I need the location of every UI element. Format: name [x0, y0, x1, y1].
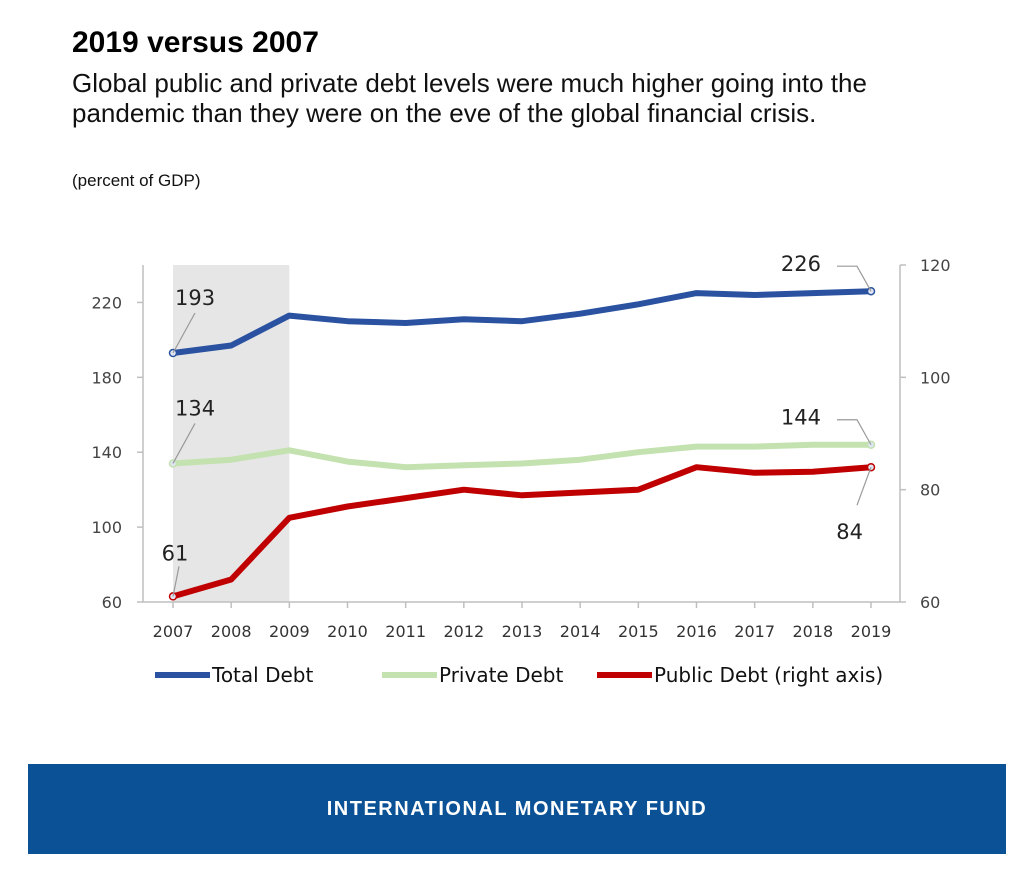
- right-axis-tick-label: 120: [920, 256, 951, 275]
- public-debt-right-axis-data-label: 61: [162, 541, 189, 565]
- x-axis-tick-label: 2018: [792, 622, 833, 641]
- left-axis-tick-label: 100: [91, 518, 122, 537]
- x-axis-tick-label: 2009: [269, 622, 310, 641]
- total-debt-data-label: 226: [781, 252, 821, 276]
- shaded-crisis-period: [173, 265, 290, 602]
- left-axis-tick-label: 60: [102, 593, 122, 612]
- right-axis-tick-label: 80: [920, 481, 940, 500]
- x-axis-tick-label: 2010: [327, 622, 368, 641]
- x-axis-tick-label: 2017: [734, 622, 775, 641]
- x-axis-tick-label: 2019: [851, 622, 892, 641]
- public-debt-right-axis-legend-label: Public Debt (right axis): [654, 663, 883, 687]
- right-axis-tick-label: 100: [920, 368, 951, 387]
- left-axis-tick-label: 140: [91, 443, 122, 462]
- footer-banner: INTERNATIONAL MONETARY FUND: [28, 764, 1006, 854]
- private-debt-data-label: 134: [175, 396, 215, 420]
- x-axis-tick-label: 2008: [211, 622, 252, 641]
- private-debt-label-leader: [172, 423, 196, 464]
- x-axis-tick-label: 2007: [153, 622, 194, 641]
- private-debt-legend-label: Private Debt: [439, 663, 563, 687]
- private-debt-data-label: 144: [781, 406, 821, 430]
- x-axis-tick-label: 2012: [443, 622, 484, 641]
- total-debt-line: [170, 288, 874, 356]
- public-debt-right-axis-line: [170, 464, 874, 600]
- right-axis-tick-label: 60: [920, 593, 940, 612]
- left-axis-tick-label: 180: [91, 368, 122, 387]
- private-debt-label-leader: [837, 419, 872, 446]
- total-debt-label-leader: [837, 265, 872, 292]
- total-debt-label-leader: [172, 312, 196, 354]
- public-debt-right-axis-label-leader: [856, 466, 872, 506]
- x-axis-tick-label: 2011: [385, 622, 426, 641]
- x-axis-tick-label: 2013: [502, 622, 543, 641]
- x-axis-tick-label: 2015: [618, 622, 659, 641]
- unit-label: (percent of GDP): [72, 171, 201, 190]
- chart-subtitle: Global public and private debt levels we…: [72, 68, 867, 128]
- x-axis-tick-label: 2014: [560, 622, 601, 641]
- total-debt-legend-label: Total Debt: [211, 663, 313, 687]
- footer-text: INTERNATIONAL MONETARY FUND: [326, 797, 708, 820]
- left-axis-tick-label: 220: [91, 293, 122, 312]
- private-debt-endpoint: [168, 459, 178, 468]
- public-debt-right-axis-data-label: 84: [836, 520, 863, 544]
- total-debt-endpoint: [866, 286, 876, 296]
- debt-line-chart: 60 100 140 180 220 60 80 100 120 2007 2008 2009 2010…: [91, 252, 951, 687]
- chart-title: 2019 versus 2007: [72, 26, 319, 59]
- public-debt-right-axis-label-leader: [172, 566, 180, 597]
- x-axis-tick-label: 2016: [676, 622, 717, 641]
- private-debt-line: [170, 441, 874, 471]
- total-debt-data-label: 193: [175, 286, 215, 310]
